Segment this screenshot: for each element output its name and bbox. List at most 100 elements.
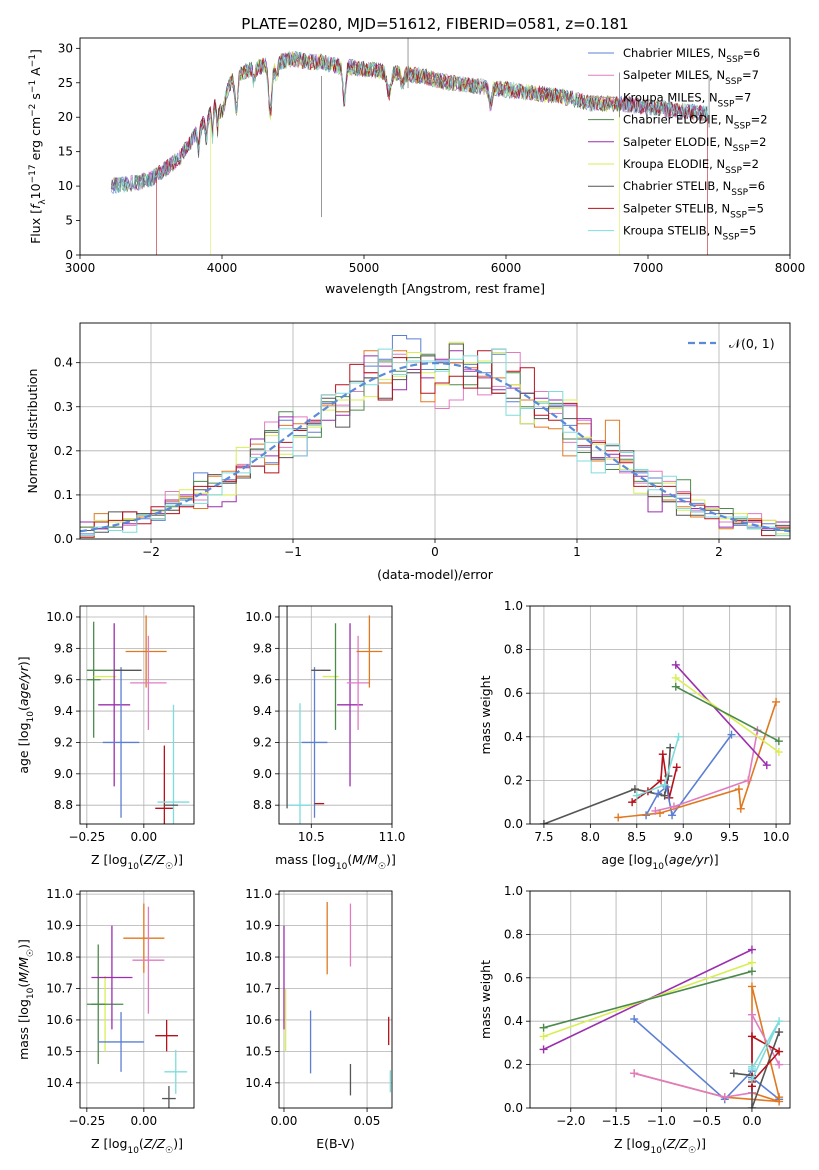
residual-histogram [80, 348, 790, 537]
label-part: f [28, 203, 43, 209]
y-tick-label: 0 [65, 248, 73, 262]
y-tick-label: 10.8 [245, 950, 272, 964]
y-tick-label: 9.6 [253, 673, 272, 687]
label-part: age [log [16, 722, 31, 773]
label-subscript: SSP [725, 166, 742, 176]
label-part: =6 [743, 46, 760, 60]
x-tick-label: −2 [142, 545, 160, 559]
label-part: Chabrier ELODIE, N [623, 113, 734, 127]
x-tick-label: −1 [284, 545, 302, 559]
x-tick-label: 8000 [775, 261, 806, 275]
x-axis-label: age [log10(age/yr)] [601, 852, 718, 872]
label-part: ( [347, 852, 352, 867]
legend-label: Kroupa MILES, NSSP=7 [623, 90, 751, 109]
label-part: =5 [747, 201, 764, 215]
y-tick-label: 0.8 [504, 643, 523, 657]
y-axis-label: mass [log10(M/M☉)] [16, 939, 36, 1060]
y-tick-label: 9.0 [253, 767, 272, 781]
y-tick-label: 0.2 [504, 773, 523, 787]
label-part: =6 [748, 179, 765, 193]
x-tick-label: 11.0 [379, 830, 406, 844]
legend-label: Chabrier STELIB, NSSP=6 [623, 179, 765, 198]
label-part: ( [664, 852, 669, 867]
label-part: Z/Z [143, 852, 166, 867]
x-tick-label: 0.00 [130, 830, 157, 844]
label-subscript: 10 [26, 711, 36, 723]
y-tick-label: 11.0 [46, 887, 73, 901]
weight-line [675, 677, 780, 753]
label-part: M/M [16, 957, 31, 983]
label-part: Z [log [614, 1136, 650, 1151]
label-superscript: −2 [28, 104, 38, 117]
x-axis-label: Z [log10(Z/Z☉)] [614, 1136, 706, 1156]
x-tick-label: 0.05 [354, 1114, 381, 1128]
x-tick-label: 1 [573, 545, 581, 559]
y-tick-label: 10.9 [46, 919, 73, 933]
y-tick-label: 25 [58, 76, 73, 90]
weight-line [655, 730, 759, 812]
y-tick-label: 10.5 [46, 1044, 73, 1058]
spectrum-line-kroupa-elodie [210, 50, 620, 255]
charts-layer: 3000 4000 5000 6000 7000 8000051015202530wave… [16, 37, 806, 1156]
x-tick-label: 10.0 [763, 830, 790, 844]
label-subscript: 10 [653, 862, 665, 872]
label-part: ( [139, 852, 144, 867]
axes-frame-weight_vs_age [529, 605, 791, 825]
label-part: s [28, 93, 43, 104]
y-tick-label: 9.2 [54, 735, 73, 749]
residual-histogram [80, 350, 790, 531]
label-part: 10 [28, 183, 43, 199]
chart-residuals: −2 −1 0 1 2 0.0 0.1 0.2 0.3 0.4 (data-model)/error… [25, 322, 791, 582]
axes-frame-residuals [79, 322, 791, 540]
label-part: ] [28, 49, 43, 54]
y-tick-label: 20 [58, 110, 73, 124]
label-subscript: SSP [723, 233, 740, 243]
x-tick-label: 10.5 [298, 830, 325, 844]
legend-label: Chabrier MILES, NSSP=6 [623, 46, 760, 65]
x-tick-label: 7000 [633, 261, 664, 275]
label-subscript: 10 [127, 862, 139, 872]
label-part: =5 [739, 224, 756, 238]
label-part: ( [662, 1136, 667, 1151]
y-tick-label: 0.0 [504, 1101, 523, 1115]
y-tick-label: 10.6 [46, 1013, 73, 1027]
y-tick-label: 0.4 [504, 730, 523, 744]
label-part: =7 [742, 68, 759, 82]
y-tick-label: 0.6 [504, 971, 523, 985]
y-tick-label: 0.2 [54, 444, 73, 458]
chart-age_vs_Z: −0.25 0.008.89.09.29.49.69.810.0Z [log10(… [16, 605, 195, 872]
y-tick-label: 30 [58, 41, 73, 55]
legend-label: Salpeter STELIB, NSSP=5 [623, 201, 764, 220]
legend-label: Kroupa ELODIE, NSSP=2 [623, 157, 759, 176]
x-axis-label: mass [log10(M/M☉)] [275, 852, 396, 872]
x-axis-label: Z [log10(Z/Z☉)] [91, 852, 183, 872]
x-tick-label: 7.5 [534, 830, 553, 844]
residual-histogram [80, 341, 790, 538]
y-tick-label: 0.4 [54, 356, 73, 370]
label-part: =2 [750, 135, 767, 149]
label-part: Z/Z [666, 1136, 689, 1151]
x-tick-label: 3000 [65, 261, 96, 275]
axes-frame-age_vs_Z [79, 605, 195, 825]
x-tick-label: 0.00 [130, 1114, 157, 1128]
y-tick-label: 9.8 [54, 641, 73, 655]
axes-frame-age_vs_mass [278, 605, 393, 825]
x-tick-label: −0.25 [68, 830, 105, 844]
label-part: )] [696, 1136, 706, 1151]
weight-line [543, 970, 753, 1029]
y-axis-label: age [log10(age/yr)] [16, 656, 36, 773]
label-part: age [log [601, 852, 652, 867]
label-part: Kroupa ELODIE, N [623, 157, 725, 171]
label-subscript: ☉ [165, 862, 173, 872]
legend-label: 𝒩(0, 1) [729, 336, 775, 351]
label-subscript: SSP [733, 144, 750, 154]
legend-label: Salpeter ELODIE, NSSP=2 [623, 135, 766, 154]
normal-curve [80, 361, 790, 533]
residual-histogram [80, 350, 790, 538]
label-subscript: 10 [650, 1146, 662, 1156]
label-subscript: SSP [726, 55, 743, 65]
label-part: Kroupa STELIB, N [623, 224, 723, 238]
axes-frame-mass_vs_Z [79, 890, 195, 1109]
